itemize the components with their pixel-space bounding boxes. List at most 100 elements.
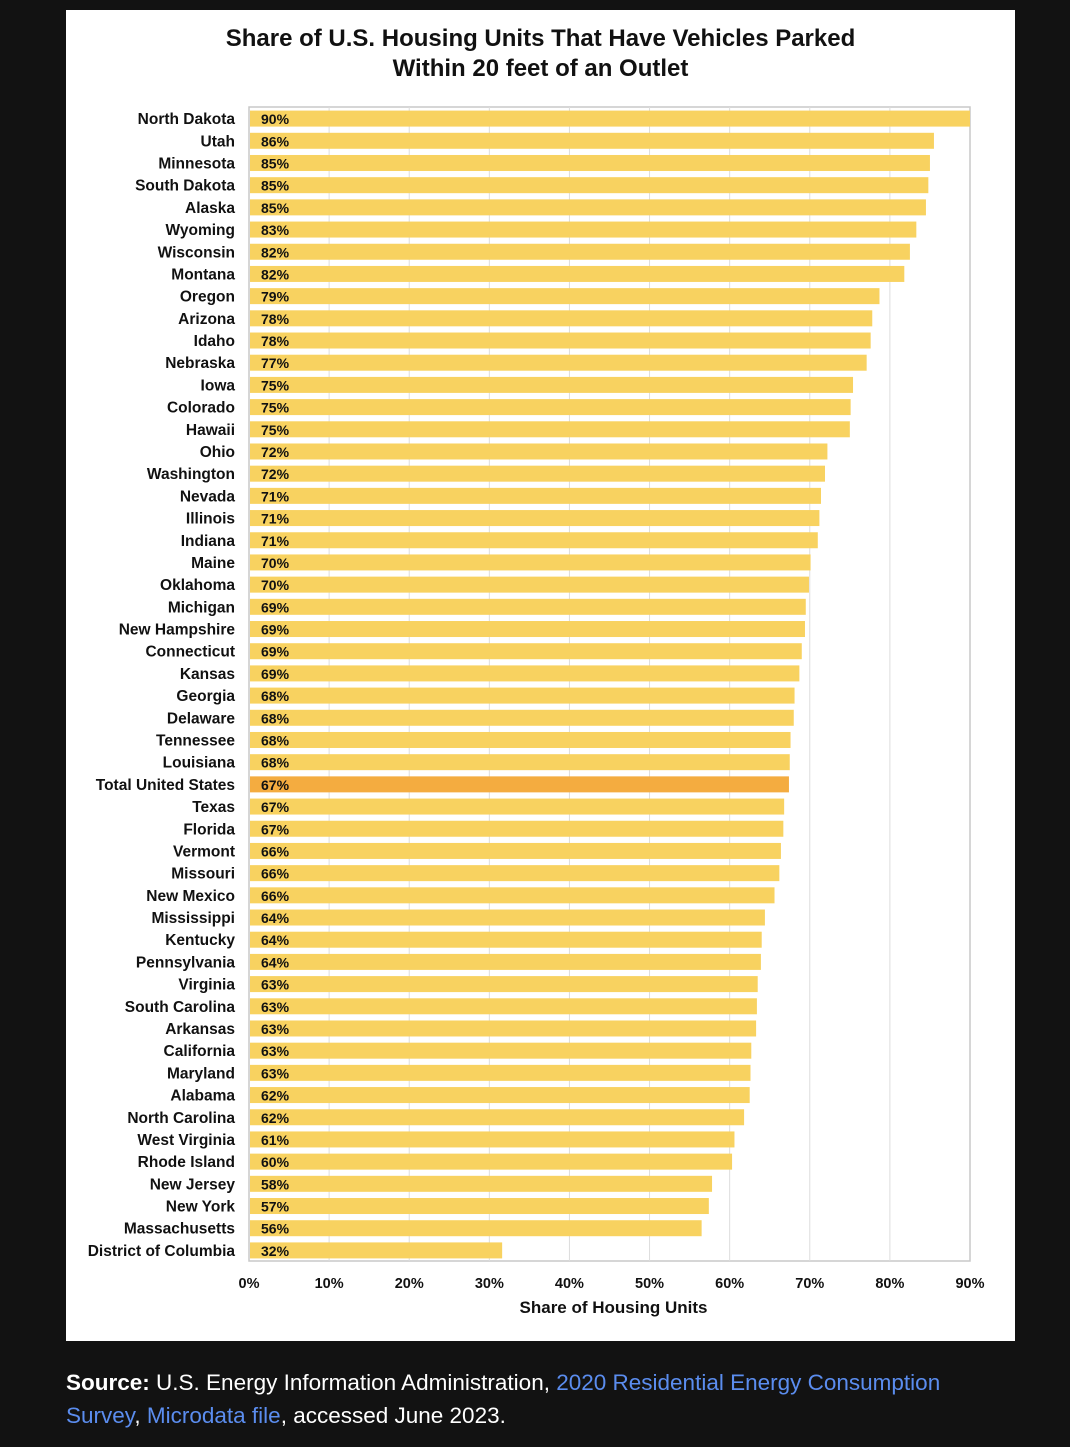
bar xyxy=(250,1198,709,1215)
bar xyxy=(250,1153,733,1170)
value-label: 62% xyxy=(261,1088,290,1104)
category-label: West Virginia xyxy=(137,1132,235,1149)
value-label: 67% xyxy=(261,821,290,837)
bar xyxy=(250,132,934,149)
value-label: 66% xyxy=(261,843,290,859)
value-label: 70% xyxy=(261,577,290,593)
bar xyxy=(250,687,795,704)
category-label: Nevada xyxy=(180,488,236,505)
category-label: Iowa xyxy=(201,377,236,394)
microdata-file-link[interactable]: Microdata file xyxy=(146,1403,281,1428)
x-tick-label: 80% xyxy=(875,1276,904,1292)
bar xyxy=(250,1087,750,1104)
value-label: 82% xyxy=(261,244,290,260)
value-label: 79% xyxy=(261,289,290,305)
bar xyxy=(250,487,821,504)
bar xyxy=(250,310,873,327)
bar xyxy=(250,754,790,771)
category-label: Delaware xyxy=(167,710,235,727)
value-label: 82% xyxy=(261,266,290,282)
category-label: Maine xyxy=(191,555,235,572)
value-label: 68% xyxy=(261,755,290,771)
category-label: Oregon xyxy=(180,289,235,306)
source-note: Source: U.S. Energy Information Administ… xyxy=(66,1366,1006,1432)
bar xyxy=(250,820,784,837)
category-label: Total United States xyxy=(96,777,235,794)
bar xyxy=(250,731,791,748)
value-label: 68% xyxy=(261,732,290,748)
bar xyxy=(250,221,917,238)
value-label: 68% xyxy=(261,688,290,704)
category-label: Kansas xyxy=(180,666,235,683)
category-label: Rhode Island xyxy=(138,1154,235,1171)
value-label: 77% xyxy=(261,355,290,371)
x-tick-label: 70% xyxy=(795,1276,824,1292)
value-label: 71% xyxy=(261,533,290,549)
recs-survey-link[interactable]: 2020 Residential Energy Consumption Surv… xyxy=(66,1370,941,1428)
bar xyxy=(250,288,880,305)
category-label: New Hampshire xyxy=(119,622,236,639)
bar xyxy=(250,598,806,615)
category-label: District of Columbia xyxy=(88,1243,236,1260)
category-label: Oklahoma xyxy=(160,577,235,594)
category-label: Michigan xyxy=(168,599,235,616)
value-label: 63% xyxy=(261,1043,290,1059)
category-label: South Carolina xyxy=(125,999,236,1016)
category-label: Connecticut xyxy=(145,644,235,661)
category-label: California xyxy=(164,1043,236,1060)
bar xyxy=(250,465,825,482)
category-label: Washington xyxy=(147,466,235,483)
category-label: South Dakota xyxy=(135,178,235,195)
value-label: 86% xyxy=(261,133,290,149)
bar xyxy=(250,154,930,171)
bar xyxy=(250,1220,702,1237)
bar xyxy=(250,643,802,660)
bar xyxy=(250,1042,752,1059)
bar xyxy=(250,1109,745,1126)
category-label: Hawaii xyxy=(186,422,235,439)
bar xyxy=(250,1020,757,1037)
category-label: Wyoming xyxy=(166,222,235,239)
bar xyxy=(250,376,854,393)
value-label: 83% xyxy=(261,222,290,238)
bar xyxy=(250,976,758,993)
category-label: Montana xyxy=(171,266,235,283)
bar xyxy=(250,554,811,571)
category-label: Arkansas xyxy=(165,1021,235,1038)
category-label: New Mexico xyxy=(146,888,235,905)
category-label: Mississippi xyxy=(151,910,235,927)
bar-highlight xyxy=(250,776,789,793)
value-label: 60% xyxy=(261,1154,290,1170)
category-label: Arizona xyxy=(178,311,235,328)
x-tick-label: 40% xyxy=(555,1276,584,1292)
value-label: 63% xyxy=(261,1021,290,1037)
bar-chart: 0% 10% 20% 30% 40% 50% 60% 70% 80% 90% Share of Ho… xyxy=(88,106,985,1317)
value-label: 78% xyxy=(261,311,290,327)
category-label: Ohio xyxy=(200,444,235,461)
bar xyxy=(250,998,757,1015)
bar xyxy=(250,621,805,638)
value-label: 71% xyxy=(261,488,290,504)
bar xyxy=(250,953,761,970)
bar xyxy=(250,532,818,549)
category-label: North Dakota xyxy=(138,111,236,128)
category-label: Massachusetts xyxy=(124,1221,235,1238)
bar xyxy=(250,798,785,815)
value-label: 62% xyxy=(261,1110,290,1126)
x-tick-label: 50% xyxy=(635,1276,664,1292)
bar xyxy=(250,865,780,882)
bar xyxy=(250,354,867,371)
value-label: 63% xyxy=(261,1065,290,1081)
value-label: 58% xyxy=(261,1176,290,1192)
value-label: 72% xyxy=(261,444,290,460)
bar xyxy=(250,399,851,416)
source-separator: , xyxy=(134,1403,147,1428)
category-label: Alaska xyxy=(185,200,235,217)
bar xyxy=(250,1131,735,1148)
value-label: 67% xyxy=(261,799,290,815)
value-label: 75% xyxy=(261,377,290,393)
bar xyxy=(250,177,929,194)
bar xyxy=(250,1242,503,1259)
value-label: 67% xyxy=(261,777,290,793)
value-label: 85% xyxy=(261,200,290,216)
